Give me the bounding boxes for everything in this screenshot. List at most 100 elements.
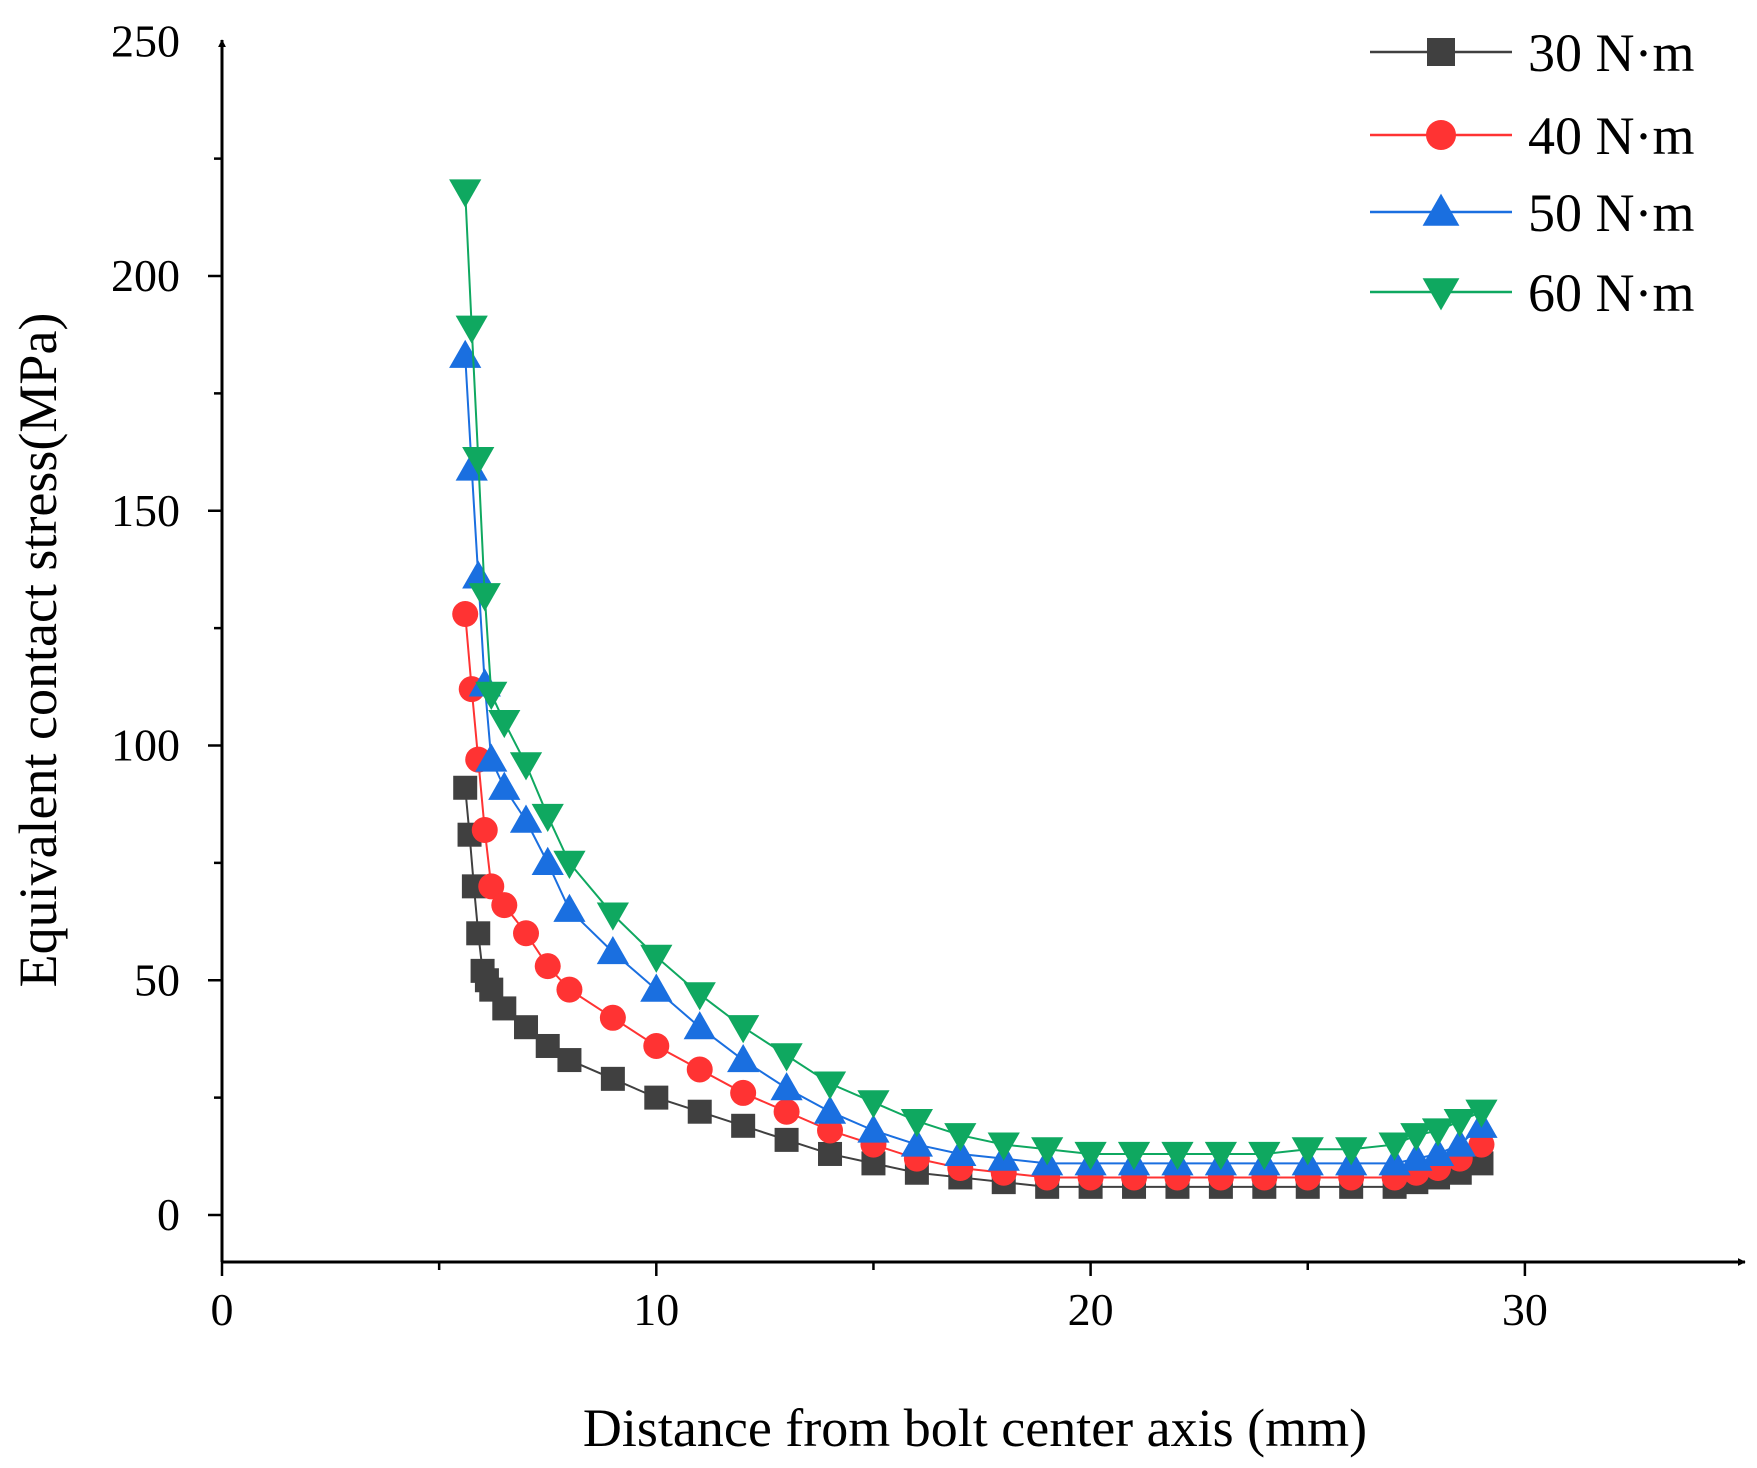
data-point: [813, 1071, 847, 1100]
y-tick-label: 250: [111, 15, 180, 66]
data-point: [1335, 1137, 1368, 1166]
data-point: [1204, 1141, 1237, 1171]
legend-label: 60 N·m: [1528, 263, 1694, 323]
data-point: [462, 447, 495, 476]
series-4: [449, 179, 1498, 1171]
data-point: [596, 935, 629, 965]
data-point: [727, 1043, 760, 1073]
legend-marker: [1422, 278, 1460, 311]
data-point: [509, 752, 543, 781]
data-point: [535, 1033, 560, 1058]
legend-marker: [1422, 193, 1460, 226]
data-point: [596, 902, 629, 931]
x-tick-label: 20: [1068, 1284, 1114, 1335]
data-point: [491, 892, 518, 919]
data-point: [900, 1109, 933, 1138]
x-axis-label: Distance from bolt center axis (mm): [583, 1398, 1367, 1458]
data-point: [475, 681, 508, 710]
data-point: [492, 996, 517, 1021]
data-point: [683, 982, 716, 1011]
y-tick-label: 0: [157, 1189, 180, 1240]
data-point: [1117, 1141, 1151, 1171]
data-point: [643, 1032, 670, 1059]
data-point: [531, 846, 564, 875]
data-point: [1031, 1137, 1064, 1166]
data-point: [531, 803, 564, 833]
data-point: [556, 976, 583, 1003]
series-1: [453, 775, 1494, 1199]
data-point: [455, 315, 488, 344]
data-point: [452, 601, 479, 628]
data-point: [730, 1079, 757, 1106]
y-tick-label: 150: [111, 485, 180, 536]
data-point: [770, 1043, 803, 1072]
legend-entry-1: 30 N·m: [1370, 23, 1694, 83]
data-point: [818, 1141, 843, 1166]
y-tick-label: 50: [134, 954, 180, 1005]
data-point: [514, 1015, 539, 1040]
data-point: [813, 1095, 847, 1124]
data-point: [1465, 1099, 1498, 1128]
legend-label: 50 N·m: [1528, 183, 1694, 243]
data-point: [727, 1015, 760, 1044]
legend-entry-3: 50 N·m: [1370, 183, 1694, 243]
y-tick-label: 200: [111, 250, 180, 301]
data-point: [731, 1113, 756, 1138]
data-point: [687, 1099, 712, 1124]
data-point: [1248, 1141, 1281, 1171]
x-tick-label: 10: [633, 1284, 679, 1335]
axes: 0 10 20 30 0 50 100 150 200 250: [111, 15, 1746, 1335]
data-point: [600, 1066, 625, 1091]
data-point: [553, 893, 586, 922]
data-point: [488, 771, 521, 800]
legend-marker: [1427, 38, 1455, 66]
data-point: [553, 850, 586, 879]
data-point: [1421, 1137, 1455, 1167]
legend-entry-4: 60 N·m: [1370, 263, 1694, 323]
data-point: [449, 339, 482, 368]
data-point: [640, 973, 673, 1002]
x-tick-label: 30: [1502, 1284, 1548, 1335]
data-point: [817, 1117, 844, 1144]
data-point: [534, 953, 561, 980]
series-2: [452, 601, 1495, 1191]
data-point: [478, 873, 505, 900]
legend: 30 N·m 40 N·m 50 N·m 60 N·m: [1370, 23, 1694, 323]
y-tick-label: 100: [111, 720, 180, 771]
data-point: [1421, 1118, 1455, 1147]
data-point: [1400, 1123, 1433, 1152]
data-point: [453, 775, 478, 800]
series-group: [449, 179, 1498, 1199]
data-point: [900, 1128, 933, 1157]
data-point: [475, 743, 508, 772]
data-point: [1161, 1141, 1194, 1171]
data-point: [599, 1004, 626, 1031]
data-point: [683, 1011, 716, 1040]
data-point: [1291, 1137, 1324, 1166]
legend-label: 30 N·m: [1528, 23, 1694, 83]
data-point: [462, 560, 495, 589]
data-point: [857, 1090, 890, 1119]
data-point: [557, 1048, 582, 1073]
data-point: [770, 1072, 803, 1101]
data-point: [468, 583, 501, 612]
data-point: [509, 804, 543, 833]
data-point: [449, 179, 482, 208]
series-3: [449, 339, 1498, 1176]
legend-entry-2: 40 N·m: [1370, 106, 1694, 166]
data-point: [987, 1132, 1020, 1161]
data-point: [513, 920, 540, 947]
data-point: [773, 1098, 800, 1125]
data-point: [944, 1123, 977, 1152]
data-point: [1443, 1109, 1476, 1138]
x-tick-label: 0: [211, 1284, 234, 1335]
data-point: [1378, 1132, 1411, 1161]
data-point: [1074, 1141, 1107, 1171]
y-axis-label: Equivalent contact stress(MPa): [8, 313, 68, 988]
data-point: [488, 709, 521, 739]
legend-label: 40 N·m: [1528, 106, 1694, 166]
data-point: [774, 1127, 799, 1152]
data-point: [466, 921, 491, 946]
data-point: [1468, 1131, 1495, 1158]
